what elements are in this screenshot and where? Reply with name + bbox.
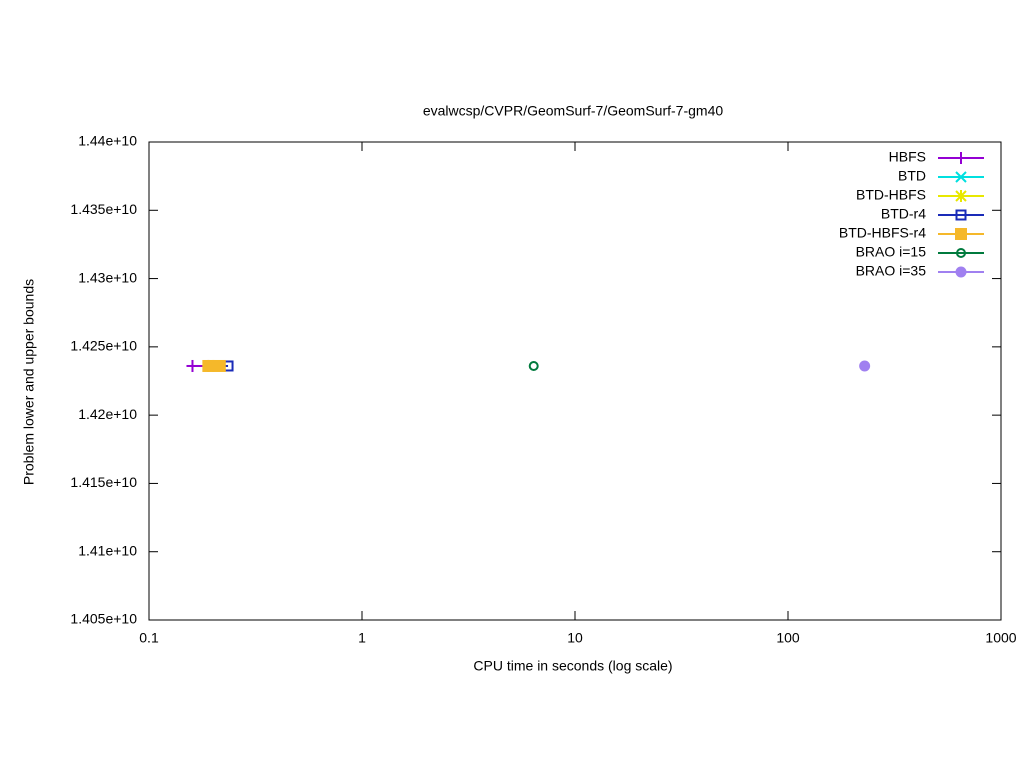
marker-stroke bbox=[955, 190, 967, 202]
x-tick-label: 1 bbox=[358, 630, 366, 646]
y-tick-label: 1.415e+10 bbox=[70, 474, 137, 490]
y-tick-label: 1.44e+10 bbox=[78, 133, 137, 149]
y-tick-label: 1.435e+10 bbox=[70, 201, 137, 217]
x-tick-label: 10 bbox=[567, 630, 583, 646]
point bbox=[955, 190, 967, 202]
legend-label: BRAO i=35 bbox=[856, 263, 927, 279]
y-tick-label: 1.43e+10 bbox=[78, 269, 137, 285]
marker-shape bbox=[955, 209, 967, 221]
y-axis-label: Problem lower and upper bounds bbox=[21, 279, 37, 485]
x-tick-label: 0.1 bbox=[139, 630, 159, 646]
marker-shape bbox=[955, 228, 967, 240]
y-tick-label: 1.42e+10 bbox=[78, 406, 137, 422]
x-axis-label: CPU time in seconds (log scale) bbox=[473, 658, 672, 674]
legend-label: BTD-r4 bbox=[881, 206, 926, 222]
point bbox=[186, 359, 199, 372]
point bbox=[955, 152, 967, 164]
marker-shape bbox=[956, 248, 966, 258]
legend-label: BRAO i=15 bbox=[856, 244, 927, 260]
point bbox=[955, 228, 967, 240]
point bbox=[213, 359, 226, 372]
legend-label: HBFS bbox=[889, 149, 926, 165]
legend-label: BTD-HBFS-r4 bbox=[839, 225, 926, 241]
y-tick-label: 1.425e+10 bbox=[70, 338, 137, 354]
point bbox=[955, 171, 967, 183]
y-tick-label: 1.41e+10 bbox=[78, 542, 137, 558]
marker-shape bbox=[859, 360, 871, 372]
point bbox=[528, 360, 539, 371]
point bbox=[955, 209, 967, 221]
y-tick-label: 1.405e+10 bbox=[70, 611, 137, 627]
plot-frame bbox=[148, 141, 1002, 621]
point bbox=[202, 359, 215, 372]
marker-shape bbox=[213, 359, 226, 372]
legend-label: BTD bbox=[898, 168, 926, 184]
marker-stroke bbox=[955, 171, 967, 183]
point bbox=[859, 360, 871, 372]
x-tick-label: 1000 bbox=[985, 630, 1016, 646]
legend-label: BTD-HBFS bbox=[856, 187, 926, 203]
x-tick-label: 100 bbox=[776, 630, 800, 646]
point bbox=[955, 266, 967, 278]
marker-shape bbox=[202, 359, 215, 372]
marker-shape bbox=[955, 266, 967, 278]
marker-shape bbox=[528, 360, 539, 371]
point bbox=[956, 248, 966, 258]
chart-title: evalwcsp/CVPR/GeomSurf-7/GeomSurf-7-gm40 bbox=[423, 103, 724, 119]
